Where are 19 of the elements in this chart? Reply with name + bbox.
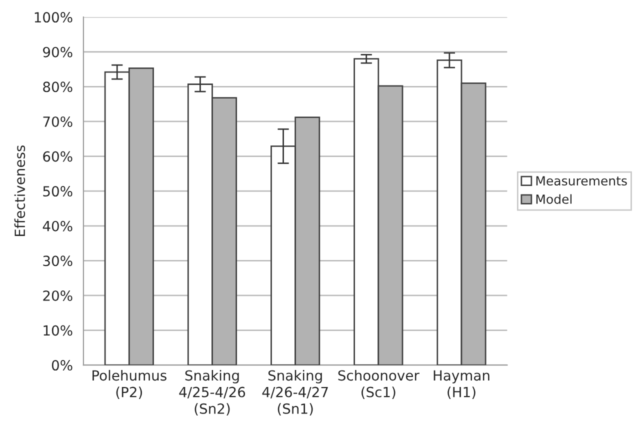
y-tick-label: 20% bbox=[43, 290, 72, 301]
y-tick-label: 80% bbox=[43, 82, 72, 92]
y-tick-label: 100% bbox=[34, 12, 72, 23]
legend-label: Measurements bbox=[536, 176, 627, 186]
y-tick-label: 10% bbox=[44, 325, 72, 336]
y-tick-label: 50% bbox=[43, 186, 72, 197]
x-tick-label: Schoonover (Sc1) bbox=[338, 370, 420, 399]
x-tick-label: Snaking 4/26-4/27 (Sn1) bbox=[262, 370, 328, 416]
y-axis-title: Effectiveness bbox=[14, 145, 26, 236]
y-tick-label: 60% bbox=[43, 151, 72, 162]
x-tick-label: Polehumus (P2) bbox=[92, 370, 166, 399]
y-tick-label: 40% bbox=[42, 220, 72, 232]
x-tick-label: Snaking 4/25-4/26 (Sn2) bbox=[179, 370, 246, 416]
x-tick-label: Hayman (H1) bbox=[434, 370, 490, 399]
y-tick-label: 30% bbox=[43, 256, 72, 266]
legend-label: Model bbox=[536, 194, 572, 204]
y-tick-label: 0% bbox=[52, 360, 72, 371]
y-tick-label: 90% bbox=[43, 46, 72, 58]
y-tick-label: 70% bbox=[43, 116, 72, 127]
